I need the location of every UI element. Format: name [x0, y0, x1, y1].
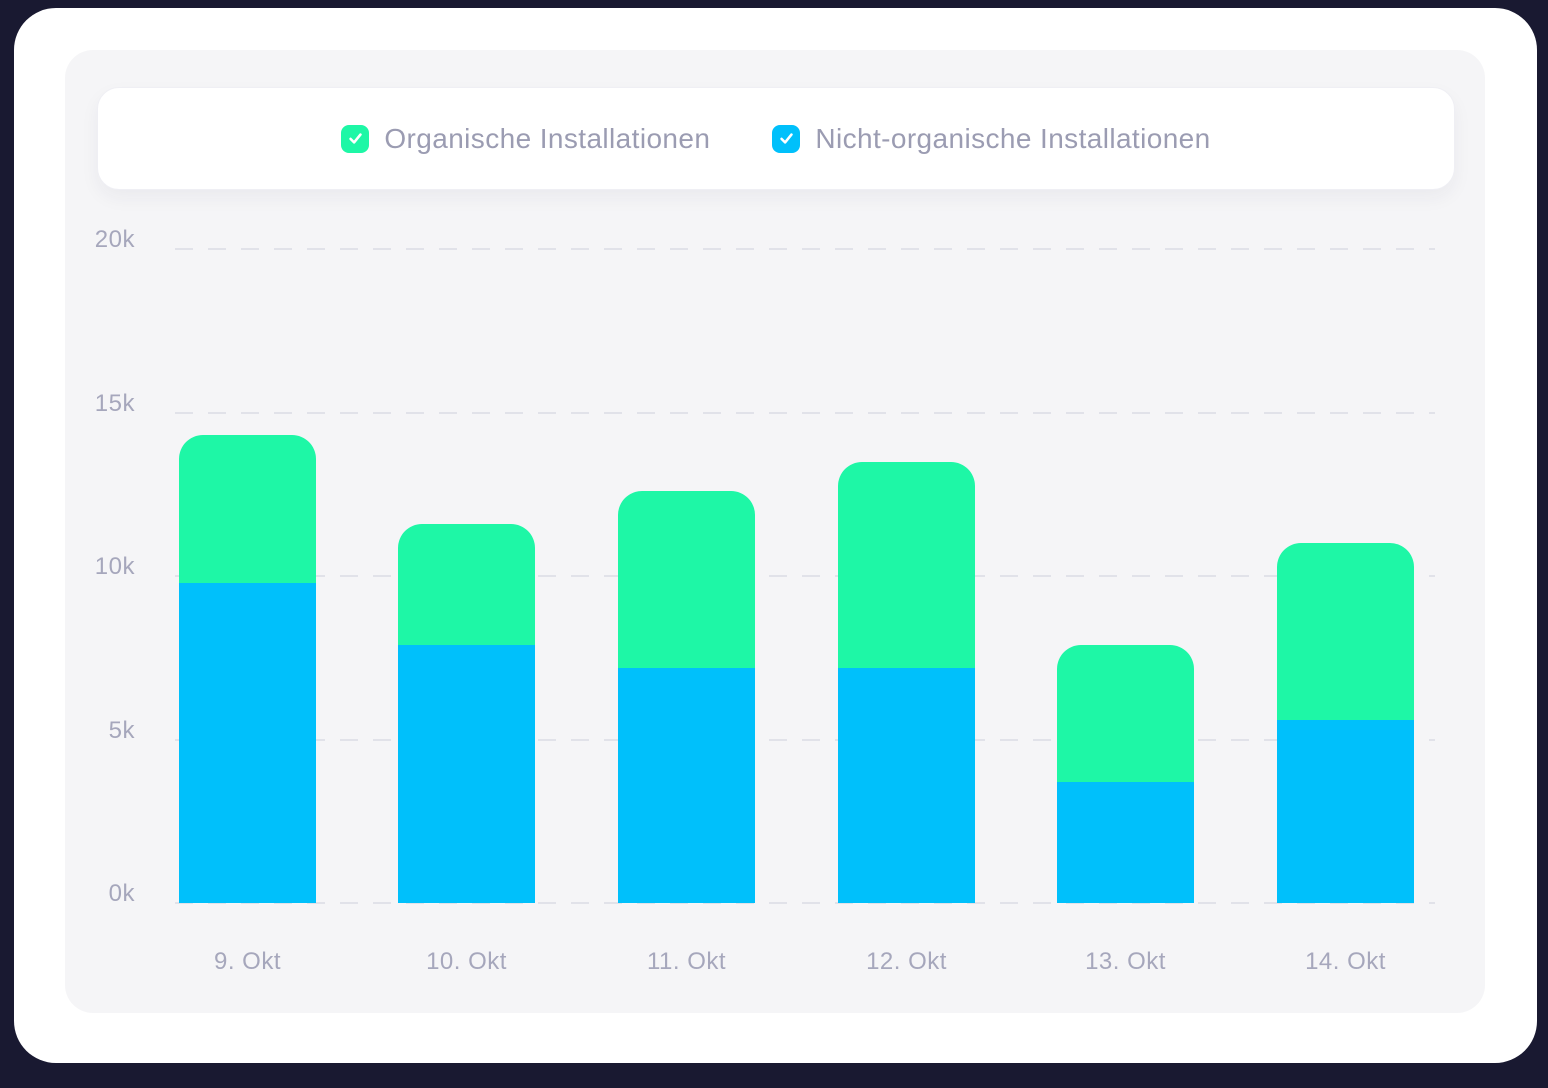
bar-segment-nonorganic-10-okt[interactable]	[398, 644, 535, 903]
bar-segment-organic-12-okt[interactable]	[838, 461, 975, 668]
y-tick-label-15k: 15k	[94, 389, 135, 417]
bar-segment-nonorganic-14-okt[interactable]	[1277, 719, 1414, 903]
bar-9-okt	[179, 435, 316, 903]
checkmark-icon	[780, 133, 793, 144]
x-label-13-okt: 13. Okt	[1085, 948, 1166, 975]
nonorganic-checkbox[interactable]	[772, 124, 801, 153]
checkmark-icon	[349, 133, 362, 144]
bar-segment-organic-10-okt[interactable]	[398, 523, 535, 645]
y-tick-label-0k: 0k	[108, 880, 135, 907]
gridline-5k	[175, 738, 1435, 741]
y-tick-label-20k: 20k	[94, 226, 135, 253]
gridline-0k	[175, 902, 1435, 904]
x-label-12-okt: 12. Okt	[866, 948, 947, 975]
gridline-20k	[175, 248, 1435, 250]
bar-segment-organic-13-okt[interactable]	[1057, 644, 1194, 782]
x-label-9-okt: 9. Okt	[213, 948, 282, 975]
x-label-11-okt: 11. Okt	[646, 948, 727, 975]
bar-11-okt	[618, 490, 755, 903]
legend-item-nonorganic[interactable]: Nicht-organische Installationen	[772, 123, 1210, 155]
plot-area: 0k 5k 10k 15k 20k 9. Okt 10. Okt 11. Okt 12. Okt…	[65, 50, 1485, 1013]
bar-segment-nonorganic-9-okt[interactable]	[179, 582, 316, 903]
chart-panel: Organische Installationen Nicht-organisc…	[65, 50, 1485, 1013]
bar-10-okt	[398, 523, 535, 903]
legend-item-organic[interactable]: Organische Installationen	[341, 123, 710, 155]
organic-checkbox[interactable]	[341, 124, 370, 153]
x-label-10-okt: 10. Okt	[426, 948, 507, 975]
gridline-10k	[175, 575, 1435, 577]
legend-label-organic: Organische Installationen	[384, 122, 711, 154]
bar-segment-nonorganic-13-okt[interactable]	[1057, 781, 1194, 903]
legend-label-nonorganic: Nicht-organische Installationen	[815, 122, 1211, 154]
bar-segment-organic-14-okt[interactable]	[1277, 543, 1414, 720]
chart-legend: Organische Installationen Nicht-organisc…	[97, 87, 1455, 190]
y-tick-label-5k: 5k	[108, 716, 135, 744]
dashboard-card: Organische Installationen Nicht-organisc…	[14, 8, 1537, 1063]
bar-segment-nonorganic-12-okt[interactable]	[838, 667, 975, 903]
bar-12-okt	[838, 461, 975, 903]
bar-14-okt	[1277, 543, 1414, 903]
x-label-14-okt: 14. Okt	[1305, 948, 1386, 975]
bar-13-okt	[1057, 644, 1194, 903]
y-tick-label-10k: 10k	[94, 553, 135, 580]
bar-segment-organic-9-okt[interactable]	[179, 435, 316, 583]
bar-segment-nonorganic-11-okt[interactable]	[618, 667, 755, 903]
bar-segment-organic-11-okt[interactable]	[618, 490, 755, 668]
gridline-15k	[175, 411, 1435, 414]
